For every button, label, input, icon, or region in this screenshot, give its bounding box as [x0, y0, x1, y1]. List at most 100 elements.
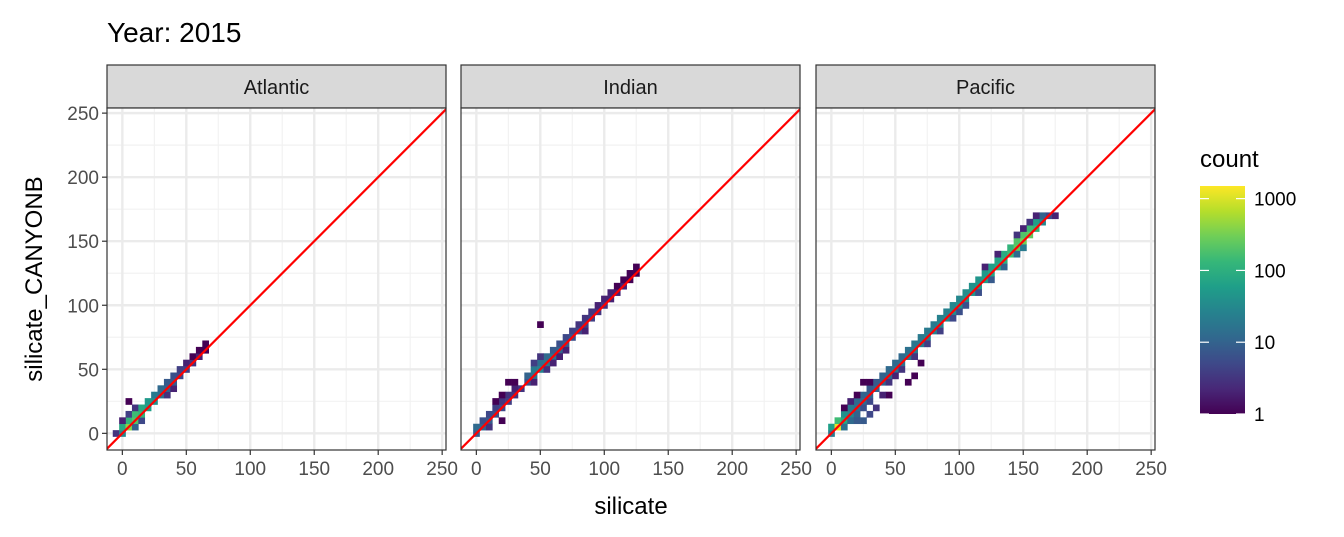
bin-cell [898, 353, 906, 360]
bin-cell [505, 378, 512, 386]
bin-cell [1013, 238, 1021, 245]
bin-cell [911, 372, 918, 380]
bin-cell [549, 346, 557, 354]
x-tick-label: 50 [530, 459, 551, 480]
bin-cell [626, 270, 634, 277]
x-tick-label: 150 [652, 459, 684, 480]
bin-cell [1013, 231, 1021, 239]
bin-cell [1032, 212, 1040, 220]
bin-cell [924, 340, 931, 348]
bin-cell [575, 321, 583, 328]
bin-cell [556, 340, 563, 348]
bin-cell [911, 353, 918, 360]
bin-cell [1000, 263, 1008, 271]
facet-strip-label: Pacific [956, 77, 1015, 99]
x-axis-label: silicate [594, 493, 667, 520]
legend-title: count [1200, 146, 1259, 173]
bin-cell [581, 314, 589, 322]
bin-cell [163, 391, 171, 399]
bin-cell [872, 378, 880, 386]
panel-border [460, 107, 801, 451]
y-tick-label: 250 [67, 104, 99, 125]
x-tick-label: 100 [588, 459, 620, 480]
bin-cell [163, 378, 171, 386]
y-tick-label: 100 [67, 296, 99, 317]
bin-cell [904, 346, 912, 354]
bin-cell [189, 353, 197, 360]
gridlines [816, 108, 1155, 450]
bin-cell [834, 417, 842, 425]
bin-cell [988, 263, 995, 271]
gridlines [461, 108, 800, 450]
bin-cell [170, 385, 178, 393]
panel-border [815, 107, 1156, 451]
x-tick-label: 200 [716, 459, 748, 480]
bin-cell [840, 410, 848, 418]
facet-strip-label: Indian [603, 77, 658, 99]
bin-cell [485, 423, 493, 431]
bin-cell [981, 263, 989, 271]
bin-cell [1026, 218, 1034, 226]
bin-cell [530, 366, 538, 373]
bin-cell [1020, 231, 1027, 239]
identity-line [816, 108, 1155, 450]
y-tick-label: 50 [78, 360, 99, 381]
x-tick-label: 50 [176, 459, 197, 480]
bin-cell [511, 378, 519, 386]
bin-cell [549, 359, 557, 367]
bin-cell [981, 270, 989, 277]
bin-cell [879, 372, 887, 380]
bin-cell [537, 353, 544, 360]
facet-panel-pacific: Pacific 0 50 100 150 200 250 [815, 64, 1167, 480]
bin-cell [956, 295, 963, 303]
bin-cell [840, 404, 848, 412]
bin-cell [131, 423, 139, 431]
bin-cell [581, 327, 589, 335]
bin-cell [988, 276, 995, 284]
colorbar-label: 1 [1254, 405, 1265, 426]
bin-cell [962, 289, 970, 296]
bin-cell [537, 359, 544, 367]
bin-cell [853, 391, 861, 399]
bin-cell [828, 423, 835, 431]
facet-panel-atlantic: Atlantic 0 50 100 150 200 250 0 50 100 150 200 250 [67, 64, 458, 480]
bin-cell [138, 417, 146, 425]
bin-cell [1007, 244, 1014, 252]
bin-cell [505, 391, 512, 399]
bin-cell [975, 289, 982, 296]
bin-cell [911, 340, 918, 348]
bin-cell [524, 372, 532, 380]
bin-cell [530, 378, 538, 386]
bin-cell [860, 391, 867, 399]
bin-cell [840, 423, 848, 431]
bin-cell [885, 366, 893, 373]
bin-cell [144, 398, 152, 405]
x-tick-label: 250 [1135, 459, 1167, 480]
bin-cell [131, 404, 139, 412]
x-tick-label: 0 [471, 459, 482, 480]
bin-cell [170, 372, 178, 380]
facet-panel-indian: Indian 0 50 100 150 200 250 [460, 64, 812, 480]
bin-cell [588, 308, 595, 316]
bin-cell [195, 346, 203, 354]
bin-cell [1000, 250, 1008, 258]
bin-cell [485, 410, 493, 418]
bin-cell [853, 398, 861, 405]
bin-cell [569, 327, 576, 335]
identity-line [461, 108, 800, 450]
bin-cell [1026, 225, 1034, 232]
bin-cell [492, 398, 500, 405]
bin-cell [112, 430, 120, 437]
bin-cell [479, 417, 487, 425]
bin-cell [943, 308, 950, 316]
bin-cell [119, 417, 126, 425]
facet-strip [815, 64, 1156, 109]
bin-cell [498, 398, 506, 405]
bin-cell [1032, 218, 1040, 226]
bin-cell [853, 410, 861, 418]
bin-cell [962, 302, 970, 309]
bin-cell [885, 391, 893, 399]
bin-cell [866, 398, 874, 405]
bin-cell [917, 334, 925, 341]
